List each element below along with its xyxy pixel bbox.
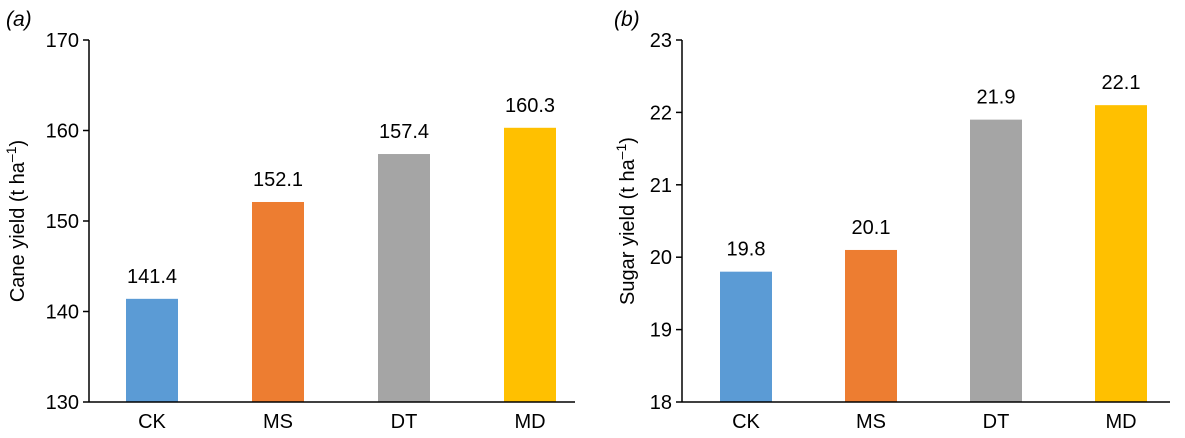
panel-sugar-y-axis-label-text: Sugar yield (t ha [617, 158, 639, 305]
panel-sugar-x-tick-label-md: MD [1105, 411, 1136, 433]
panel-cane-x-tick-label-md: MD [514, 411, 545, 433]
panel-sugar-x-tick-label-ms: MS [856, 411, 886, 433]
panel-cane-y-axis-label-close: ) [7, 140, 29, 147]
panel-cane-bar-md [504, 127, 556, 402]
panel-cane-y-tick-label: 140 [46, 302, 79, 324]
panel-sugar-bar-ms [845, 249, 897, 402]
panel-sugar-letter: (b) [614, 8, 640, 31]
panel-cane-y-tick-label: 130 [46, 392, 79, 414]
panel-sugar-data-label-ms: 20.1 [852, 217, 891, 239]
panel-cane-y-axis-label: Cane yield (t ha–1) [3, 140, 29, 302]
panel-cane-y-tick-label: 160 [46, 121, 79, 143]
panel-sugar-y-tick-label: 19 [650, 320, 672, 342]
panel-sugar-data-label-dt: 21.9 [977, 87, 1016, 109]
panel-cane-bar-ms [252, 201, 304, 402]
panel-cane-data-label-ms: 152.1 [253, 169, 303, 191]
panel-cane-x-tick-label-ck: CK [138, 411, 166, 433]
panel-cane-x-tick-label-dt: DT [391, 411, 418, 433]
panel-cane-x-tick-label-ms: MS [263, 411, 293, 433]
panel-cane-letter: (a) [6, 8, 32, 31]
panel-sugar-data-label-ck: 19.8 [727, 239, 766, 261]
panel-cane-data-label-dt: 157.4 [379, 121, 429, 143]
panel-sugar-x-tick-label-dt: DT [983, 411, 1010, 433]
panel-cane-y-axis-label-text: Cane yield (t ha [7, 161, 29, 302]
panel-cane-bar-ck [126, 298, 178, 402]
panel-sugar-bar-dt [970, 119, 1022, 402]
panel-cane-y-axis-label-superscript: –1 [3, 146, 19, 162]
panel-cane-bar-dt [378, 154, 430, 402]
panel-sugar-bar-md [1095, 105, 1147, 402]
panel-cane-y-tick-label: 170 [46, 30, 79, 52]
panel-sugar-y-axis-label-superscript: –1 [613, 144, 629, 160]
panel-sugar-y-tick-label: 22 [650, 102, 672, 124]
panel-sugar-x-tick-label-ck: CK [732, 411, 760, 433]
panel-sugar-y-tick-label: 23 [650, 30, 672, 52]
panel-cane-y-tick-label: 150 [46, 211, 79, 233]
panel-sugar-data-label-md: 22.1 [1102, 72, 1141, 94]
panel-sugar-y-tick-label: 18 [650, 392, 672, 414]
panel-sugar-y-axis-label: Sugar yield (t ha–1) [613, 137, 639, 305]
panel-cane-data-label-md: 160.3 [505, 95, 555, 117]
panel-sugar-bar-ck [720, 271, 772, 402]
panel-sugar-y-tick-label: 20 [650, 247, 672, 269]
panel-sugar-y-tick-label: 21 [650, 175, 672, 197]
panel-sugar-y-axis-label-close: ) [617, 137, 639, 144]
panel-cane-data-label-ck: 141.4 [127, 266, 177, 288]
